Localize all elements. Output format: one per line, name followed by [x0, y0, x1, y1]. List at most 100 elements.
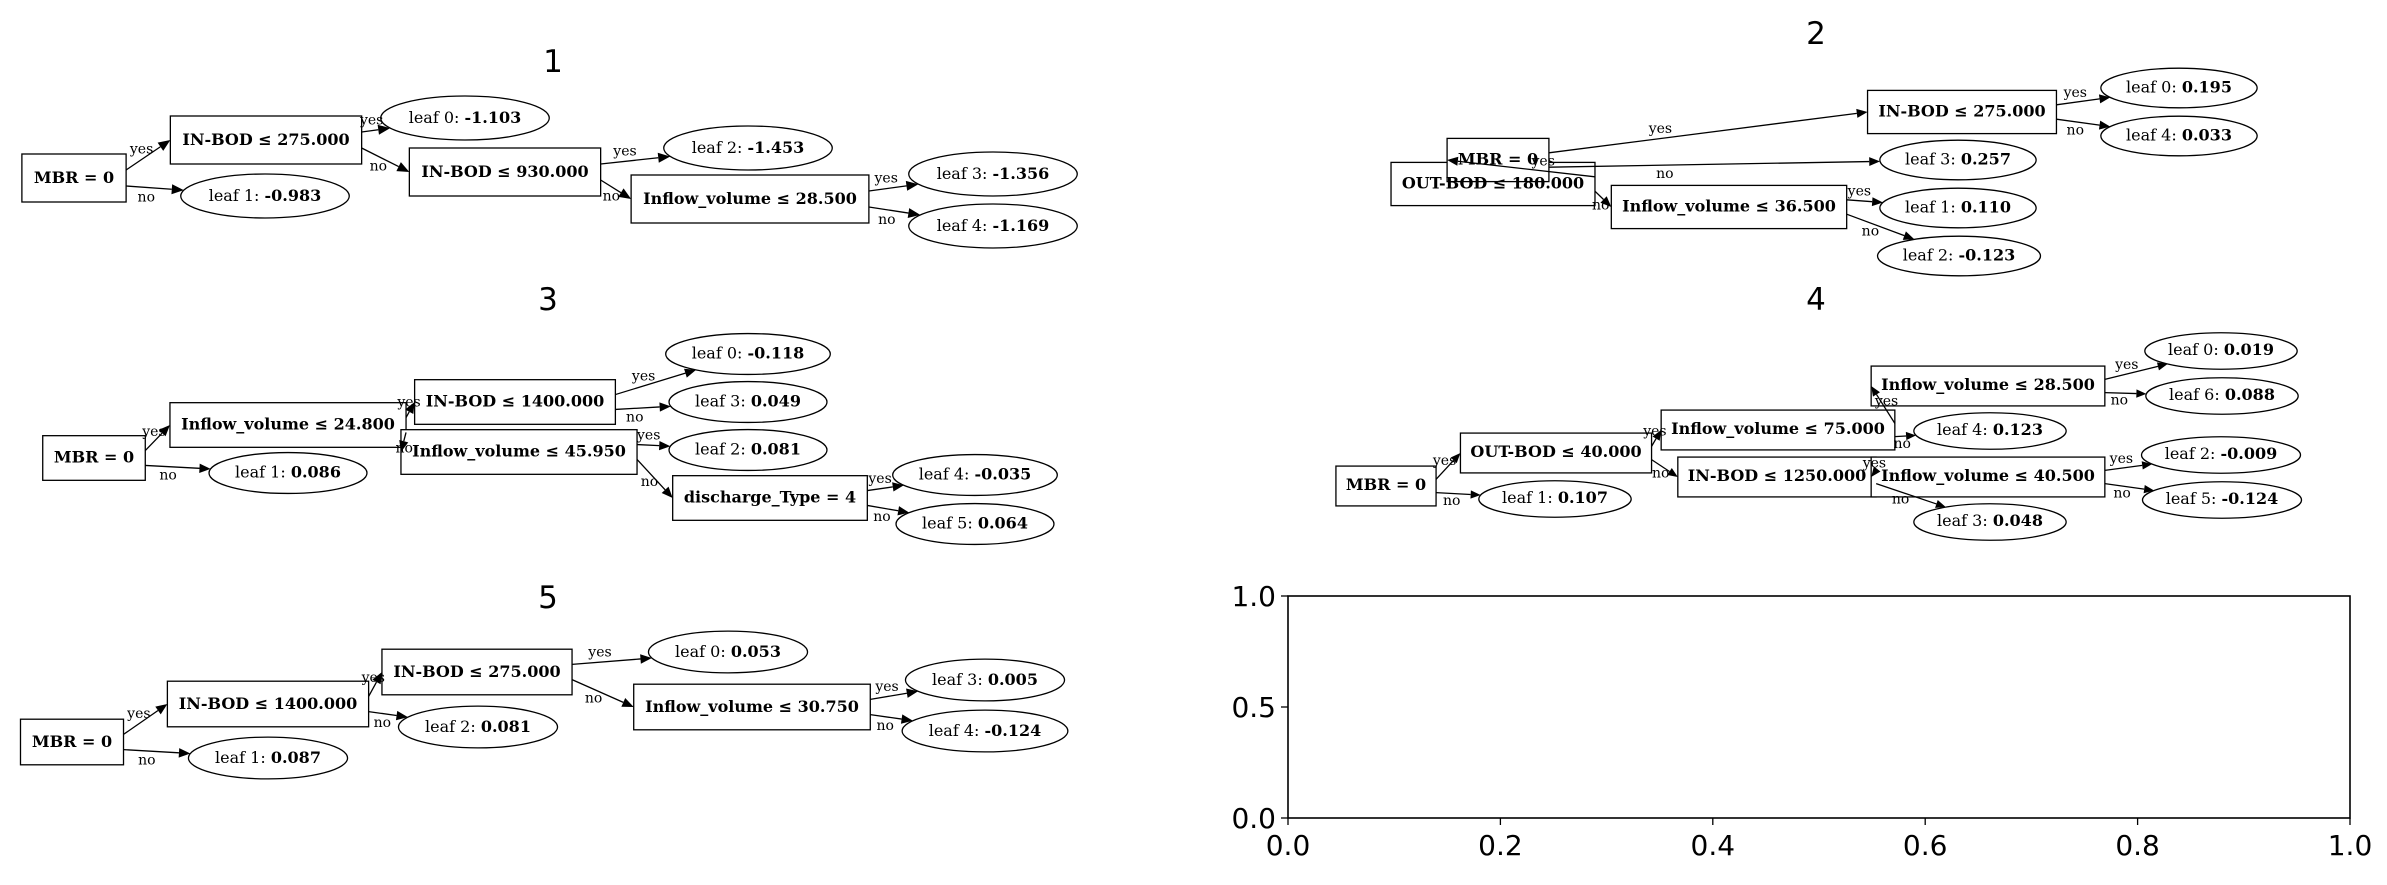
leaf-node-leaf-0-0-118: [665, 332, 831, 376]
edge-label-yes: yes: [1862, 456, 1886, 472]
edge-yes: yes: [615, 368, 697, 396]
edge-yes: yes: [2104, 451, 2153, 472]
leaf-node-leaf-0-1-103: [380, 95, 550, 141]
node-name: IN-BOD ≤ 1400.000: [179, 694, 357, 713]
edge-no: no: [396, 432, 413, 456]
node-name: Inflow_volume ≤ 28.500: [1881, 375, 2095, 394]
leaf-value: 0.019: [2224, 340, 2274, 359]
split-node-label: discharge_Type = 4: [684, 488, 856, 507]
x-tick-label: 0.2: [1478, 829, 1523, 862]
split-node-label: MBR = 0: [34, 168, 114, 187]
edge-label-no: no: [1656, 166, 1673, 182]
edge-label-yes: yes: [874, 171, 898, 187]
edge-label-no: no: [2067, 122, 2084, 138]
x-tick-label: 0.8: [2115, 829, 2160, 862]
edge-no: no: [1846, 213, 1915, 240]
node-name: IN-BOD ≤ 275.000: [1878, 102, 2045, 121]
split-node-label: IN-BOD ≤ 1400.000: [426, 392, 604, 411]
edge-label-yes: yes: [612, 143, 636, 159]
node-name: leaf 3:: [932, 670, 988, 689]
edge-label-yes: yes: [359, 113, 383, 129]
edge-line: [2056, 98, 2100, 106]
tree-title: 4: [1806, 282, 1826, 318]
node-shapes: [19, 630, 1069, 780]
edge-line: [145, 464, 200, 469]
leaf-node-label: leaf 6: 0.088: [2169, 385, 2275, 404]
x-tick-label: 0.4: [1691, 829, 1736, 862]
edge-arrowhead: [907, 208, 921, 218]
edge-label-no: no: [603, 189, 620, 205]
leaf-value: -1.356: [993, 164, 1050, 183]
edge-label-no: no: [1592, 197, 1609, 213]
edge-yes: yes: [361, 670, 385, 697]
edge-line: [144, 432, 163, 452]
edge-yes: yes: [141, 424, 170, 452]
split-node-in-bod-le-1400-000: [166, 680, 370, 728]
edge-arrowhead: [1871, 197, 1883, 207]
leaf-value: 0.110: [1961, 198, 2011, 217]
tree-3: 3 yes no yes no yes no yes no yes no MBR = 0 Inflow_…: [42, 282, 1058, 546]
leaf-node-label: leaf 1: 0.110: [1905, 198, 2011, 217]
node-name: leaf 4:: [919, 465, 975, 484]
node-name: leaf 0:: [409, 108, 465, 127]
edge-line: [361, 129, 379, 133]
edge-label-no: no: [370, 158, 387, 174]
node-name: leaf 0:: [675, 642, 731, 661]
leaf-node-leaf-3-1-356: [908, 151, 1078, 197]
edge-line: [123, 748, 179, 754]
leaf-value: 0.053: [731, 642, 781, 661]
node-name: leaf 4:: [2126, 126, 2182, 145]
node-name: leaf 5:: [922, 514, 978, 533]
edge-arrowhead: [1667, 468, 1678, 477]
split-node-label: Inflow_volume ≤ 36.500: [1622, 197, 1836, 216]
edge-arrowhead: [2156, 362, 2168, 371]
edge-line: [868, 206, 909, 214]
edge-line: [1651, 459, 1670, 473]
edge-no: no: [1651, 459, 1678, 481]
edge-yes: yes: [600, 143, 671, 165]
y-tick-label: 0.0: [1231, 802, 1276, 835]
edge-line: [571, 658, 641, 666]
edge-line: [2104, 464, 2143, 472]
node-labels: MBR = 0 OUT-BOD ≤ 40.000 leaf 1: 0.107 Infl…: [1346, 340, 2278, 530]
leaf-node-leaf-2-0-081: [397, 705, 559, 749]
edge-yes: yes: [359, 113, 391, 135]
edge-line: [1846, 199, 1873, 203]
edge-arrowhead: [396, 162, 410, 172]
edge-label-yes: yes: [587, 644, 611, 660]
node-name: leaf 3:: [937, 164, 993, 183]
edge-label-yes: yes: [874, 679, 898, 695]
edge-label-yes: yes: [396, 395, 420, 411]
edge-label-no: no: [585, 690, 602, 706]
edge-label-no: no: [2113, 486, 2130, 502]
edge-label-no: no: [1443, 493, 1460, 509]
leaf-value: 0.005: [988, 670, 1038, 689]
edge-no: no: [615, 402, 671, 425]
leaf-node-label: leaf 2: -0.009: [2165, 444, 2278, 463]
split-node-mbr-0: [19, 718, 125, 766]
node-name: leaf 1:: [1502, 488, 1558, 507]
y-tick-label: 1.0: [1231, 580, 1276, 613]
split-node-mbr-0: [1335, 465, 1437, 507]
node-shapes: [1390, 67, 2258, 277]
edge-label-no: no: [2111, 393, 2128, 409]
split-node-in-bod-le-275-000: [169, 115, 363, 165]
leaf-node-label: leaf 4: -0.124: [929, 721, 1042, 740]
edge-yes: yes: [1846, 183, 1883, 207]
leaf-node-leaf-1-0-086: [208, 451, 368, 495]
leaf-node-label: leaf 3: 0.257: [1905, 150, 2011, 169]
edge-arrowhead: [2098, 120, 2111, 130]
x-tick-label: 0.6: [1903, 829, 1948, 862]
node-name: leaf 1:: [209, 186, 265, 205]
edge-line: [1436, 491, 1471, 496]
edge-arrowhead: [621, 698, 634, 707]
edge-line: [637, 443, 660, 447]
edge-no: no: [636, 458, 673, 498]
edge-no: no: [1592, 190, 1612, 213]
split-node-label: Inflow_volume ≤ 75.000: [1671, 419, 1885, 438]
edge-no: no: [2104, 482, 2155, 502]
node-labels: OUT-BOD ≤ 180.000 MBR = 0 Inflow_volume ≤ …: [1402, 78, 2232, 265]
edge-no: no: [870, 713, 913, 734]
leaf-node-label: leaf 1: 0.087: [215, 748, 321, 767]
